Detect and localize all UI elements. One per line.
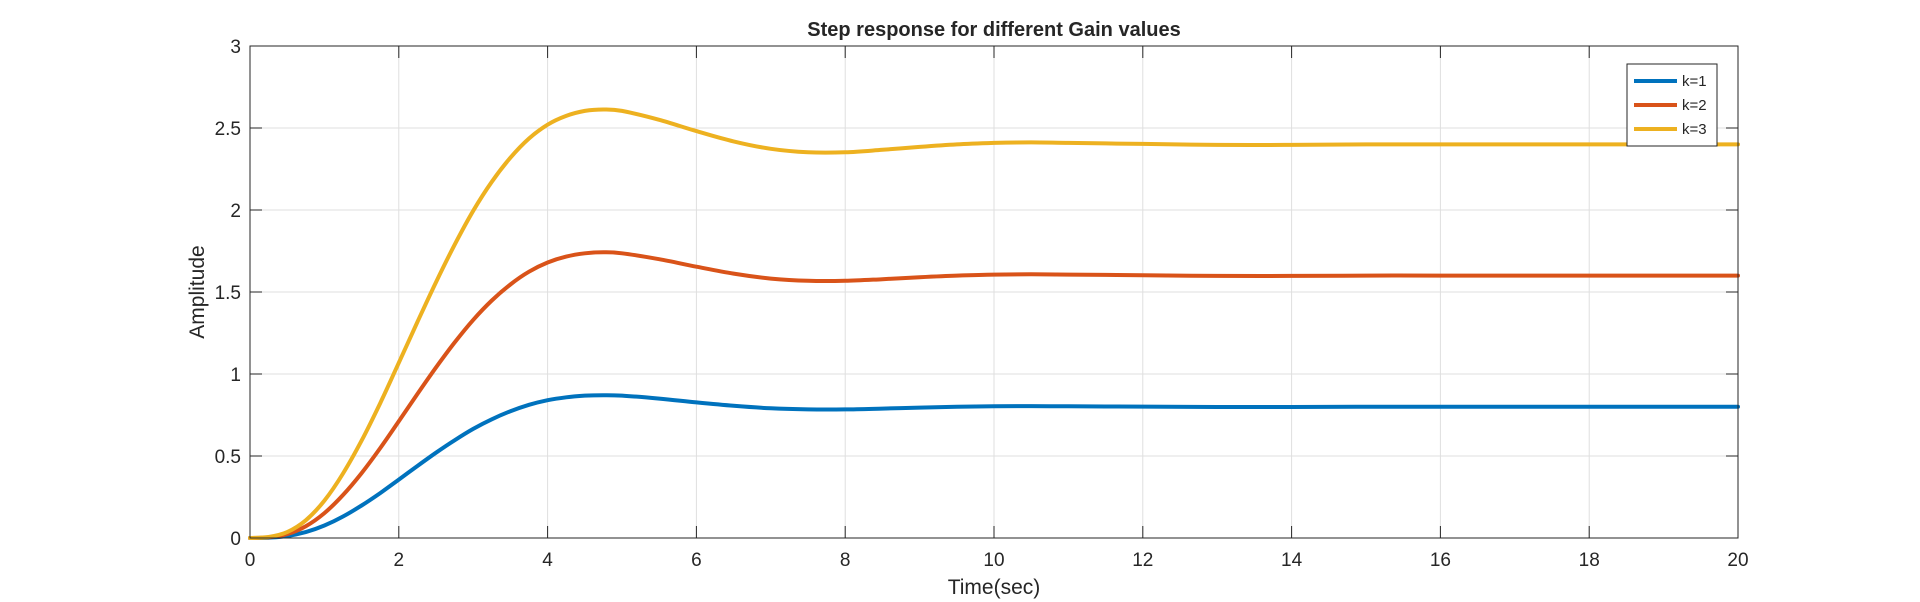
axis-ticks: 0 2 4 6 8 10 12 14 16 18 20 0 0.5 1 1.5 2 2.5 3 xyxy=(215,37,1749,571)
grid-lines xyxy=(250,46,1738,538)
legend: k=1 k=2 k=3 xyxy=(1626,63,1718,147)
y-tick-label: 0.5 xyxy=(215,447,241,468)
y-tick-label: 1.5 xyxy=(215,283,241,304)
y-tick-label: 2 xyxy=(230,201,241,222)
y-tick-label: 1 xyxy=(230,365,241,386)
series-line-k2 xyxy=(248,250,1740,540)
x-tick-label: 18 xyxy=(1579,550,1600,571)
y-tick-label: 3 xyxy=(230,37,241,58)
x-tick-label: 2 xyxy=(394,550,405,571)
x-tick-label: 4 xyxy=(542,550,553,571)
legend-label: k=2 xyxy=(1682,97,1707,114)
legend-label: k=3 xyxy=(1682,121,1707,138)
x-axis-title: Time(sec) xyxy=(948,576,1041,599)
series-line-k1 xyxy=(248,393,1740,540)
x-tick-label: 14 xyxy=(1281,550,1303,571)
x-tick-label: 10 xyxy=(983,550,1004,571)
series-lines xyxy=(248,107,1740,540)
chart-title: Step response for different Gain values xyxy=(807,19,1180,41)
series-line-k3 xyxy=(248,107,1740,540)
legend-label: k=1 xyxy=(1682,73,1707,90)
x-tick-label: 8 xyxy=(840,550,851,571)
x-tick-label: 0 xyxy=(245,550,256,571)
y-tick-label: 0 xyxy=(230,529,241,550)
x-tick-label: 20 xyxy=(1727,550,1748,571)
y-tick-label: 2.5 xyxy=(215,119,241,140)
x-tick-label: 6 xyxy=(691,550,702,571)
x-tick-label: 12 xyxy=(1132,550,1153,571)
y-axis-title: Amplitude xyxy=(186,245,209,338)
x-tick-label: 16 xyxy=(1430,550,1451,571)
